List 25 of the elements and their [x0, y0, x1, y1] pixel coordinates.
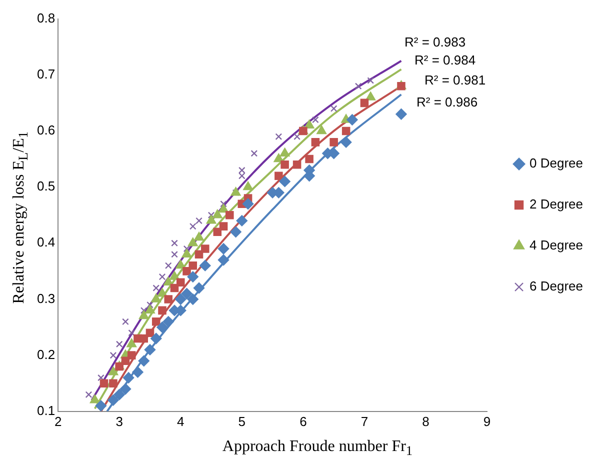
y-tick-label: 0.6: [36, 122, 56, 138]
y-tick-label: 0.8: [36, 10, 56, 26]
x-tick-label: 3: [116, 414, 123, 429]
annotation: R² = 0.984: [414, 52, 476, 68]
x-tick-label: 5: [238, 414, 246, 429]
legend-label: 2 Degree: [530, 196, 584, 212]
y-tick-label: 0.2: [36, 346, 56, 362]
legend-label: 4 Degree: [530, 238, 584, 253]
x-axis-title: Approach Froude number Fr$_{1}$: [221, 438, 414, 460]
legend-label: 6 Degree: [530, 278, 584, 294]
y-tick-label: 0.1: [36, 402, 56, 418]
x-tick-label: 2: [54, 414, 62, 429]
y-tick-label: 0.5: [36, 178, 56, 194]
legend-label: 0 Degree: [530, 156, 584, 171]
x-tick-label: 4: [177, 414, 184, 429]
y-tick-label: 0.4: [36, 234, 56, 250]
y-tick-label: 0.7: [36, 66, 56, 82]
annotation: R² = 0.983: [404, 34, 466, 50]
annotation: R² = 0.986: [416, 94, 478, 110]
x-tick-label: 8: [422, 414, 430, 429]
x-tick-label: 9: [483, 414, 491, 429]
x-tick-label: 7: [360, 414, 368, 429]
annotation: R² = 0.981: [424, 72, 486, 88]
x-tick-label: 6: [300, 414, 307, 429]
y-tick-label: 0.3: [36, 290, 56, 306]
